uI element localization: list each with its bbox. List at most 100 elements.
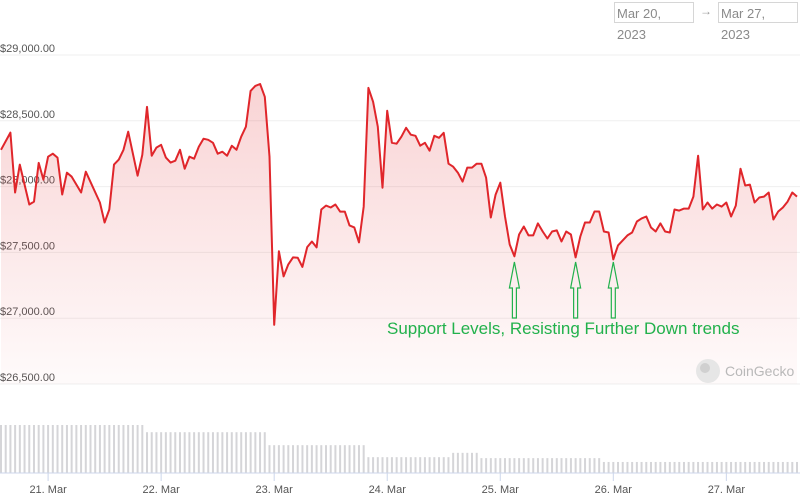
volume-bar	[734, 461, 737, 473]
volume-bar	[489, 458, 492, 473]
volume-bar	[706, 461, 709, 473]
volume-bar	[626, 461, 629, 473]
volume-bar	[748, 461, 751, 473]
volume-bar	[56, 425, 59, 473]
volume-bar	[715, 461, 718, 473]
volume-bar	[84, 425, 87, 473]
volume-bar	[334, 445, 337, 473]
up-arrow-icon	[508, 261, 521, 319]
support-annotation: Support Levels, Resisting Further Down t…	[387, 319, 739, 338]
volume-bar	[574, 458, 577, 473]
volume-bar	[447, 457, 450, 473]
volume-bar	[183, 432, 186, 473]
volume-bar	[89, 425, 92, 473]
volume-bar	[569, 458, 572, 473]
volume-bar	[207, 432, 210, 473]
x-axis: 21. Mar 22. Mar 23. Mar 24. Mar 25. Mar 26. M…	[29, 473, 745, 496]
volume-bar	[612, 461, 615, 473]
volume-bar	[664, 461, 667, 473]
volume-bar	[169, 432, 172, 473]
volume-bar	[560, 458, 563, 473]
volume-bar	[503, 458, 506, 473]
volume-bar	[471, 452, 474, 473]
volume-bar	[306, 445, 309, 473]
volume-bar	[692, 461, 695, 473]
up-arrow-icon	[569, 261, 582, 319]
volume-bar	[635, 461, 638, 473]
volume-bar	[518, 458, 521, 473]
price-line	[0, 83, 798, 326]
volume-bar	[268, 445, 271, 473]
volume-bar	[631, 461, 634, 473]
volume-bar	[292, 445, 295, 473]
volume-bar	[301, 445, 304, 473]
volume-bar	[593, 458, 596, 473]
volume-bar	[273, 445, 276, 473]
volume-bar	[372, 457, 375, 473]
volume-bar	[94, 425, 97, 473]
volume-bar	[687, 461, 690, 473]
volume-bar	[98, 425, 101, 473]
x-tick-label: 21. Mar	[29, 484, 67, 496]
range-arrow-icon: →	[700, 4, 712, 18]
volume-bar	[461, 452, 464, 473]
volume-bar	[791, 461, 794, 473]
volume-bar	[645, 461, 648, 473]
volume-bar	[584, 458, 587, 473]
volume-bar	[565, 458, 568, 473]
price-area	[1, 84, 797, 384]
volume-bar	[202, 432, 205, 473]
volume-bar	[65, 425, 68, 473]
x-tick-label: 26. Mar	[595, 484, 633, 496]
volume-bar	[522, 458, 525, 473]
volume-bar	[711, 461, 714, 473]
volume-bar	[513, 458, 516, 473]
volume-bar	[475, 452, 478, 473]
volume-bar	[70, 425, 73, 473]
volume-bar	[51, 425, 54, 473]
volume-bar	[315, 445, 318, 473]
volume-bar	[339, 445, 342, 473]
volume-bar	[235, 432, 238, 473]
volume-bar	[18, 425, 21, 473]
volume-bar	[155, 432, 158, 473]
volume-bar	[781, 461, 784, 473]
x-tick-label: 24. Mar	[369, 484, 407, 496]
volume-bar	[61, 425, 64, 473]
volume-bar	[395, 457, 398, 473]
volume-bar	[532, 458, 535, 473]
volume-bar	[221, 432, 224, 473]
volume-bar	[348, 445, 351, 473]
volume-bar	[414, 457, 417, 473]
volume-bar	[551, 458, 554, 473]
volume-bar	[668, 461, 671, 473]
volume-bar	[386, 457, 389, 473]
volume-bar	[423, 457, 426, 473]
volume-bar	[701, 461, 704, 473]
volume-bar	[193, 432, 196, 473]
volume-bar	[108, 425, 111, 473]
volume-bar	[739, 461, 742, 473]
volume-bar	[117, 425, 120, 473]
volume-bar	[254, 432, 257, 473]
volume-bar	[131, 425, 134, 473]
volume-bar	[329, 445, 332, 473]
volume-bar	[390, 457, 393, 473]
volume-bar	[640, 461, 643, 473]
volume-bar	[23, 425, 26, 473]
volume-bar	[607, 461, 610, 473]
volume-bar	[324, 445, 327, 473]
volume-bar	[28, 425, 31, 473]
volume-bar	[164, 432, 167, 473]
volume-bar	[617, 461, 620, 473]
date-range-from[interactable]: Mar 20, 2023	[614, 2, 694, 42]
volume-bar	[103, 425, 106, 473]
volume-bar	[80, 425, 83, 473]
volume-bar	[697, 461, 700, 473]
volume-bar	[796, 461, 798, 473]
volume-bar	[654, 461, 657, 473]
volume-bar	[602, 461, 605, 473]
date-range-to[interactable]: Mar 27, 2023	[718, 2, 798, 42]
volume-bar	[442, 457, 445, 473]
